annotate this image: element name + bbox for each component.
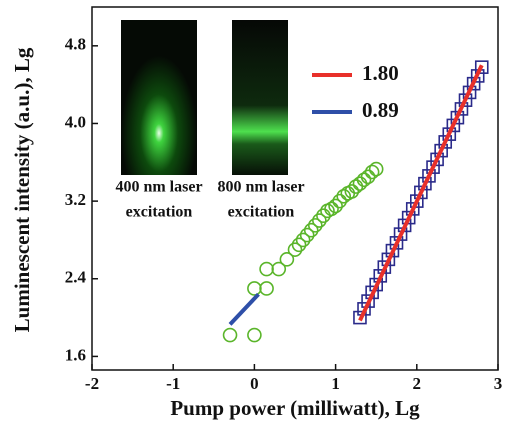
x-axis-label: Pump power (milliwatt), Lg (170, 396, 420, 420)
circle-point (360, 169, 376, 185)
circle-point (336, 188, 352, 204)
square-point (418, 176, 432, 191)
square-point (393, 227, 408, 241)
legend-label: 0.89 (362, 98, 399, 122)
circle-point (299, 227, 315, 243)
circle-point (222, 327, 238, 343)
inset-caption: 800 nm laser (217, 179, 304, 196)
legend-label: 1.80 (362, 61, 399, 85)
y-tick-label: 3.2 (65, 190, 86, 209)
inset-caption: excitation (228, 204, 295, 221)
x-tick-label: 3 (494, 374, 503, 393)
circle-point (344, 184, 360, 199)
circle-point (328, 198, 343, 214)
plot-frame (91, 6, 499, 371)
circle-point (259, 261, 274, 277)
inset-photo (121, 20, 197, 175)
x-tick-label: -2 (85, 374, 99, 393)
x-tick-label: 1 (331, 374, 340, 393)
circle-point (291, 237, 307, 253)
circle-point (247, 281, 262, 296)
fit-line (358, 64, 484, 322)
circle-point (332, 193, 347, 209)
circle-point (356, 172, 372, 188)
circle-point (368, 161, 384, 177)
circle-point (271, 261, 287, 277)
circle-point (247, 327, 262, 343)
square-point (409, 194, 424, 208)
inset-photo (232, 20, 288, 175)
square-point (401, 210, 416, 225)
x-tick-label: 0 (250, 374, 259, 393)
square-point (474, 60, 489, 74)
circle-point (364, 164, 380, 180)
circle-point (352, 176, 368, 191)
circle-point (312, 213, 327, 228)
fit-line (228, 292, 260, 326)
circle-point (259, 281, 274, 296)
square-point (389, 236, 404, 250)
circle-point (295, 232, 311, 248)
square-point (438, 135, 453, 149)
square-point (454, 102, 469, 116)
x-tick-label: 2 (413, 374, 422, 393)
square-point (430, 152, 444, 167)
square-point (434, 143, 448, 158)
square-point (414, 185, 428, 200)
inset-caption: 400 nm laser (115, 179, 202, 196)
y-axis-label: Luminescent intensity (a.u.), Lg (10, 47, 34, 332)
square-point (446, 118, 461, 133)
inset-caption: excitation (126, 204, 193, 221)
square-point (426, 160, 440, 174)
circle-point (303, 222, 319, 238)
y-tick-label: 2.4 (65, 268, 87, 287)
square-point (353, 310, 367, 325)
x-tick-label: -1 (166, 374, 180, 393)
circle-point (307, 218, 323, 233)
y-tick-label: 4.8 (65, 35, 86, 54)
square-point (422, 169, 436, 183)
circle-point (279, 252, 295, 267)
square-point (405, 202, 420, 216)
circle-point (324, 201, 339, 217)
circle-point (287, 242, 303, 257)
y-tick-label: 4.0 (65, 112, 86, 131)
y-tick-label: 1.6 (65, 345, 86, 364)
square-point (458, 93, 473, 107)
square-point (442, 127, 457, 141)
